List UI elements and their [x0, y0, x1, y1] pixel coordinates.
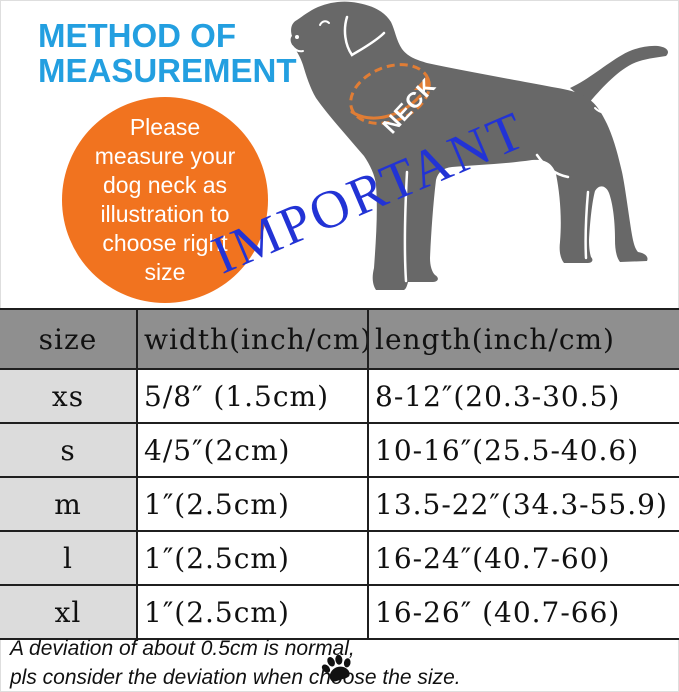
cell-width: 1″(2.5cm): [136, 476, 369, 532]
cell-width: 4/5″(2cm): [136, 422, 369, 478]
dog-front-leg-line: [403, 170, 409, 283]
cell-length: 13.5-22″(34.3-55.9): [367, 476, 679, 532]
cell-length: 10-16″(25.5-40.6): [367, 422, 679, 478]
header-length: length(inch/cm): [367, 308, 679, 370]
page-title: METHOD OF MEASUREMENT: [38, 18, 297, 88]
table-row: m 1″(2.5cm) 13.5-22″(34.3-55.9): [0, 476, 679, 532]
instruction-line: dog neck as: [102, 172, 228, 198]
cell-length: 16-26″ (40.7-66): [367, 584, 679, 640]
cell-length: 8-12″(20.3-30.5): [367, 368, 679, 424]
dog-ear-line: [343, 15, 386, 57]
cell-size: xs: [0, 368, 138, 424]
table-header-row: size width(inch/cm) length(inch/cm): [0, 308, 679, 370]
dog-eye-line: [319, 20, 330, 26]
instruction-line: choose right: [102, 230, 228, 256]
cell-size: s: [0, 422, 138, 478]
deviation-note: A deviation of about 0.5cm is normal, pl…: [10, 634, 670, 692]
neck-measure-arrow: [414, 76, 431, 90]
neck-measure-arc: [350, 94, 422, 120]
instruction-line: illustration to: [100, 201, 230, 227]
cell-length: 16-24″(40.7-60): [367, 530, 679, 586]
table-row: s 4/5″(2cm) 10-16″(25.5-40.6): [0, 422, 679, 478]
dog-tailbase-line: [594, 107, 612, 114]
paw-print-icon: [321, 654, 351, 682]
cell-size: l: [0, 530, 138, 586]
deviation-note-line1: A deviation of about 0.5cm is normal,: [10, 637, 355, 660]
instruction-circle: Please measure your dog neck as illustra…: [62, 97, 268, 303]
cell-width: 1″(2.5cm): [136, 530, 369, 586]
size-chart-table: size width(inch/cm) length(inch/cm) xs 5…: [0, 308, 679, 640]
instruction-line: measure your: [94, 143, 236, 169]
dog-silhouette: [290, 1, 648, 291]
cell-size: xl: [0, 584, 138, 640]
instruction-line: Please: [129, 114, 201, 140]
dog-thigh-line: [535, 153, 570, 179]
table-row: xl 1″(2.5cm) 16-26″ (40.7-66): [0, 584, 679, 640]
table-row: l 1″(2.5cm) 16-24″(40.7-60): [0, 530, 679, 586]
page-title-line1: METHOD OF: [38, 17, 236, 54]
dog-illustration: NECK: [290, 1, 669, 291]
neck-measure-ellipse: [349, 63, 431, 125]
instruction-line: size: [144, 259, 186, 285]
page-title-line2: MEASUREMENT: [38, 52, 297, 89]
cell-size: m: [0, 476, 138, 532]
table-row: xs 5/8″ (1.5cm) 8-12″(20.3-30.5): [0, 368, 679, 424]
header-width: width(inch/cm): [136, 308, 369, 370]
cell-width: 1″(2.5cm): [136, 584, 369, 640]
dog-nose-dot: [295, 35, 299, 39]
dog-rear-leg-line: [584, 190, 590, 260]
dog-mouth-line: [291, 45, 304, 53]
cell-width: 5/8″ (1.5cm): [136, 368, 369, 424]
dog-tail: [570, 45, 669, 104]
header-size: size: [0, 308, 138, 370]
